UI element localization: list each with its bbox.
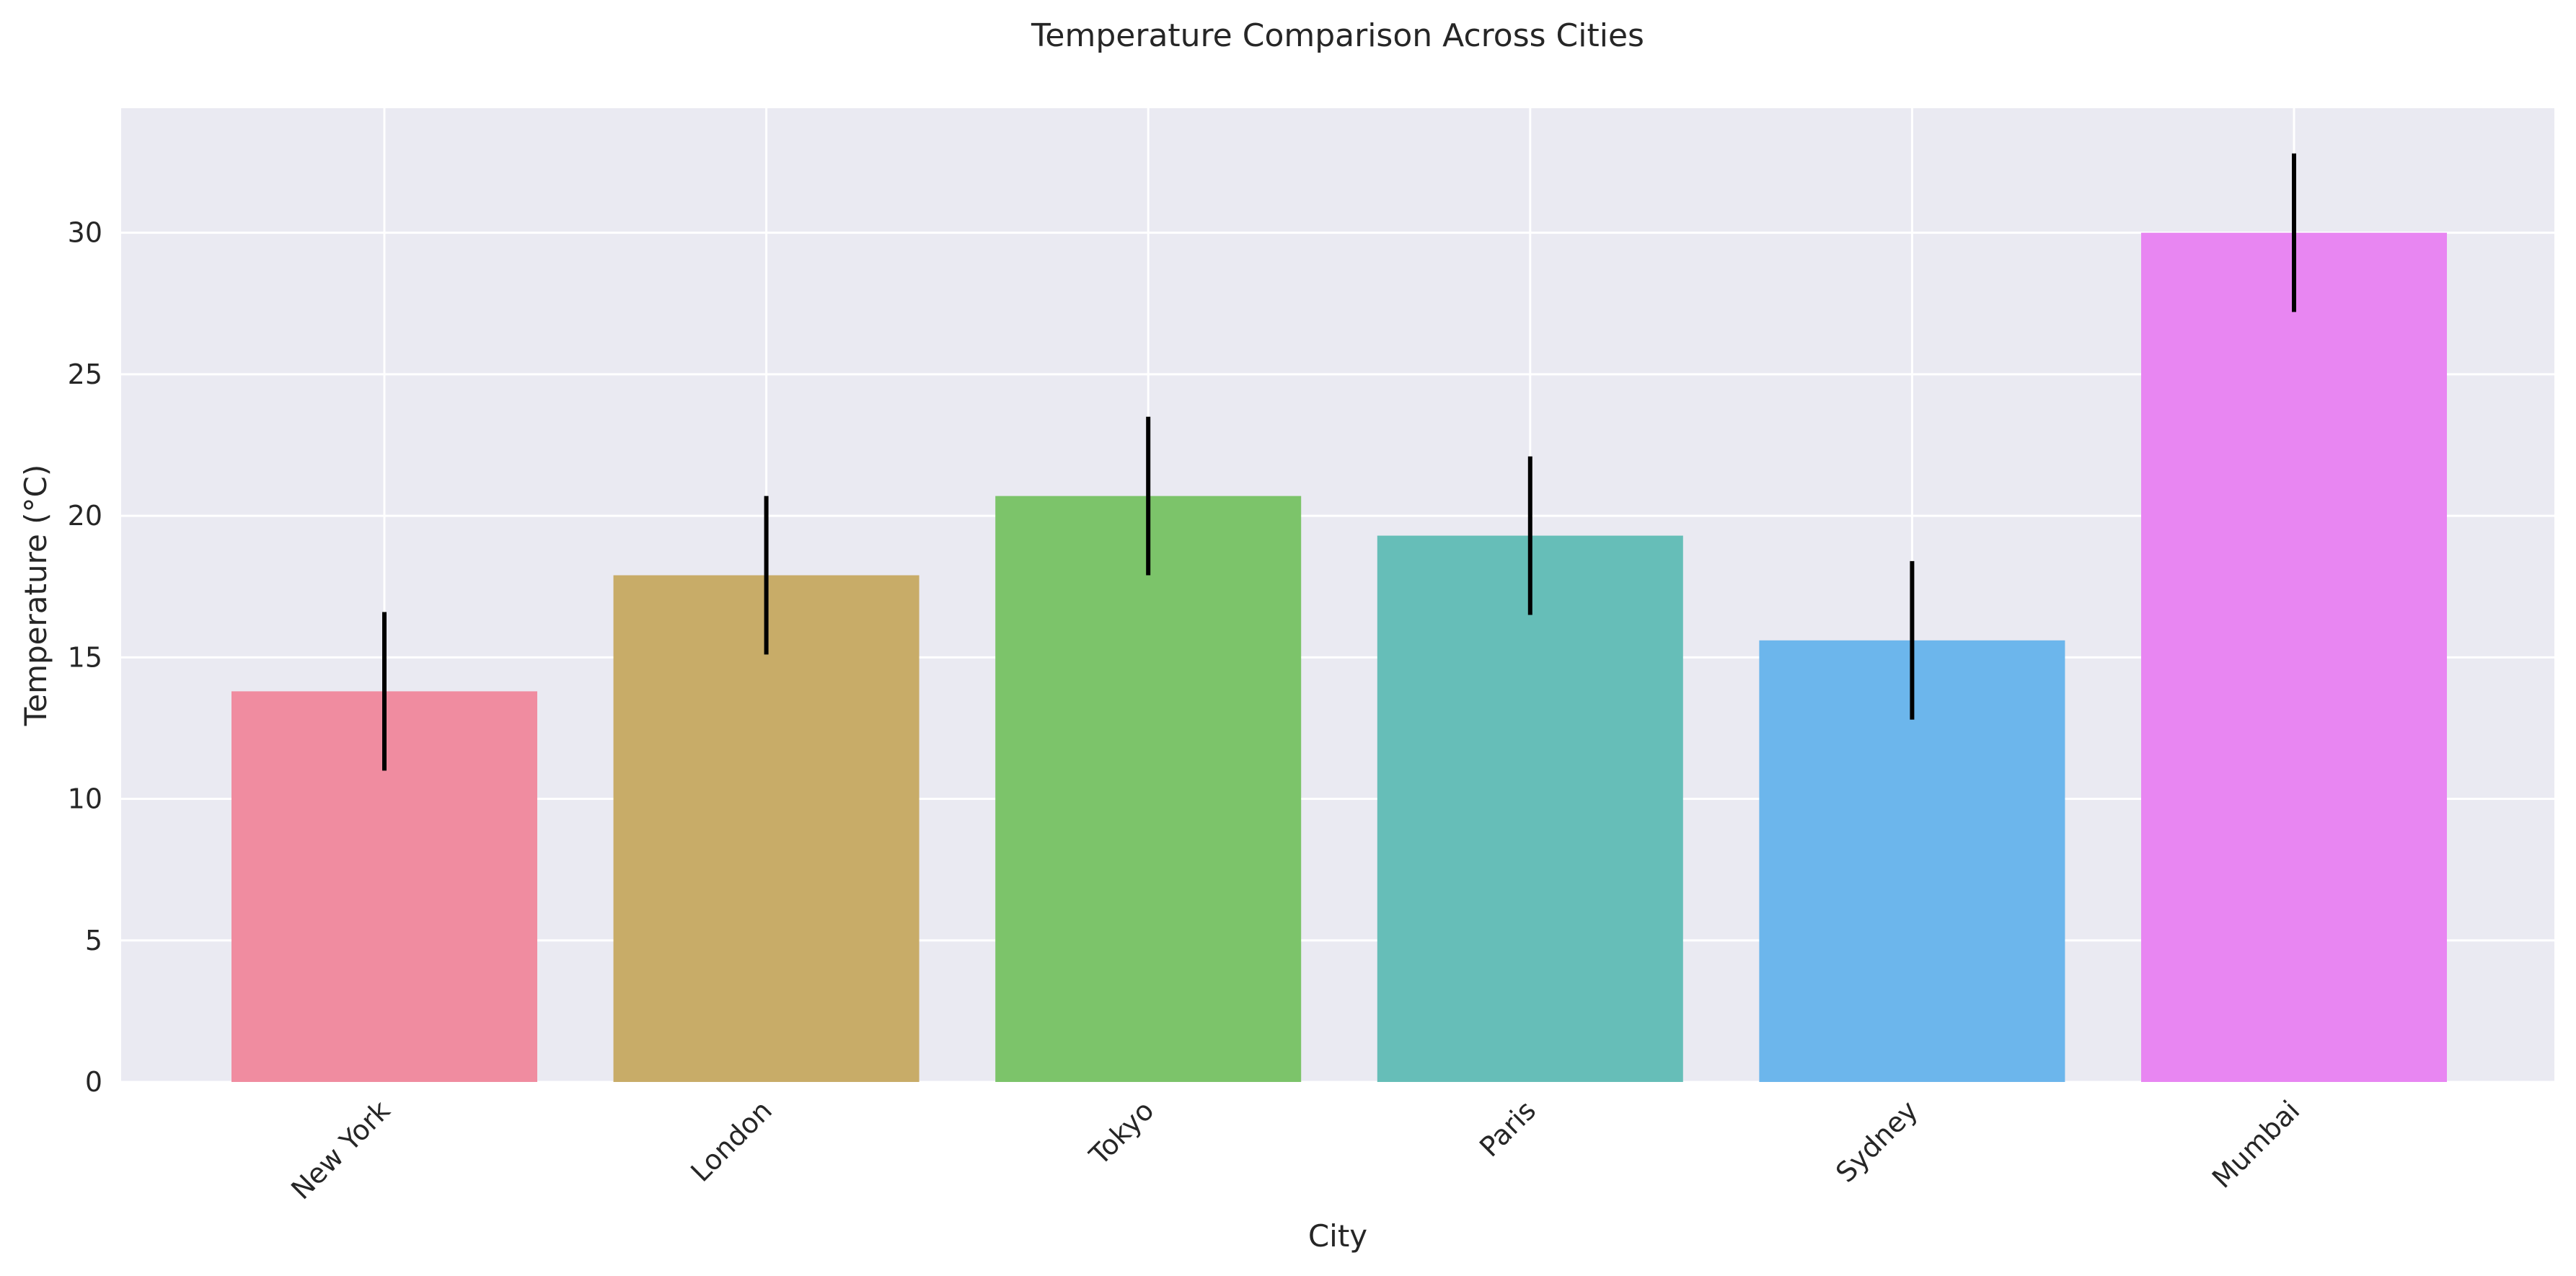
x-tick-label: Mumbai [2206, 1094, 2306, 1194]
x-tick-label: Paris [1473, 1094, 1542, 1163]
x-tick-label: London [684, 1094, 778, 1188]
y-tick-label: 0 [85, 1066, 102, 1098]
bar [1377, 535, 1683, 1082]
y-tick-label: 5 [85, 925, 102, 956]
y-tick-label: 20 [68, 500, 102, 532]
y-tick-label: 10 [68, 783, 102, 815]
bar [2141, 232, 2447, 1082]
bars [231, 232, 2447, 1082]
chart-title: Temperature Comparison Across Cities [1031, 17, 1644, 54]
error-bars [382, 153, 2296, 771]
bar [995, 496, 1302, 1082]
x-tick-label: Tokyo [1083, 1094, 1160, 1171]
y-tick-label: 25 [68, 358, 102, 390]
y-tick-labels: 0 5 10 15 20 25 30 [68, 217, 102, 1098]
y-tick-label: 15 [68, 641, 102, 673]
y-axis-label: Temperature (°C) [18, 465, 53, 727]
x-axis-label: City [1308, 1218, 1367, 1254]
bar [613, 575, 919, 1082]
x-tick-label: Sydney [1830, 1094, 1924, 1189]
x-tick-labels: New York London Tokyo Paris Sydney Mumbai [285, 1094, 2306, 1205]
x-tick-label: New York [285, 1094, 396, 1205]
y-tick-label: 30 [68, 217, 102, 249]
